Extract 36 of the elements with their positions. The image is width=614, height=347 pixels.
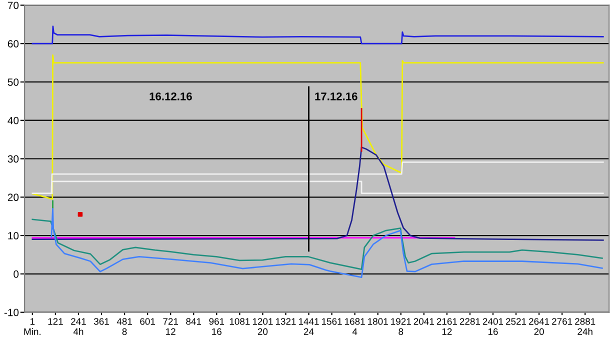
x-tick-label: 2161 12 (436, 318, 457, 335)
x-tick-label: 1081 (230, 318, 250, 325)
x-tick-label: 1201 20 (252, 318, 273, 335)
y-tick-label: 10 (8, 232, 19, 240)
x-tick-label: 1321 (276, 318, 296, 325)
x-tick-label: 121 (48, 318, 63, 325)
x-tick-label: 2881 24h (575, 318, 596, 335)
x-tick-label: 241 4h (71, 318, 86, 335)
x-tick-label: 2401 16 (482, 318, 504, 335)
y-tick-label: -10 (4, 308, 19, 316)
x-tick-label: 361 (94, 318, 109, 325)
x-tick-label: 841 (186, 318, 202, 325)
x-tick-label: 2281 (460, 318, 480, 325)
y-tick-label: 70 (8, 2, 19, 10)
x-tick-label: 481 8 (116, 318, 132, 335)
x-tick-label: 2521 (506, 318, 526, 325)
y-tick-label: 40 (8, 116, 19, 124)
x-tick-label: 2641 20 (529, 318, 550, 335)
y-tick-label: 50 (8, 78, 19, 86)
x-tick-label: 1441 24 (298, 318, 319, 335)
x-tick-label: 961 16 (209, 318, 224, 335)
y-tick-label: 60 (8, 40, 19, 48)
annotation: 16.12.16 (150, 92, 192, 100)
x-tick-label: 2041 (414, 318, 434, 325)
x-tick-label: 721 12 (163, 318, 178, 335)
x-tick-label: 1 Min. (24, 318, 40, 335)
x-tick-label: 1561 (322, 318, 342, 325)
x-tick-label: 601 (140, 318, 155, 325)
x-tick-label: 1801 (368, 318, 388, 325)
y-tick-label: 0 (14, 270, 19, 278)
x-tick-label: 2761 (552, 318, 572, 325)
y-tick-label: 30 (8, 155, 19, 163)
y-tick-label: 20 (8, 194, 19, 202)
x-tick-label: 1681 4 (345, 318, 365, 335)
x-tick-label: 1921 8 (391, 318, 411, 335)
annotation: 17.12.16 (315, 92, 358, 100)
